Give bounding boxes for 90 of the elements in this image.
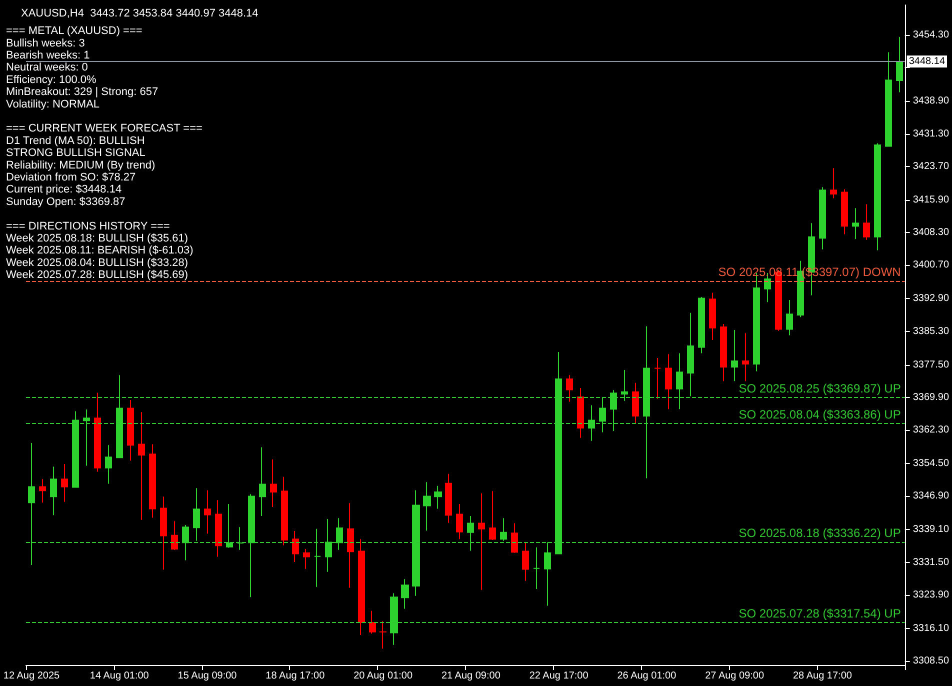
candlestick <box>533 546 540 590</box>
candlestick <box>830 168 837 199</box>
y-tick-label: 3339.10 <box>912 524 950 536</box>
candlestick <box>489 490 496 541</box>
candlestick <box>852 208 859 240</box>
y-tick-label: 3369.90 <box>912 392 950 403</box>
candlestick <box>720 324 727 382</box>
y-tick-label: 3316.10 <box>912 623 950 634</box>
candlestick <box>445 473 452 524</box>
ref-line-label: SO 2025.08.04 ($3363.86) UP <box>738 407 901 422</box>
candlestick <box>171 520 178 550</box>
candlestick <box>478 492 485 590</box>
candlestick <box>709 292 716 340</box>
candlestick <box>105 444 112 484</box>
candlestick <box>819 186 826 250</box>
x-tick-label: 14 Aug 01:00 <box>90 670 150 682</box>
y-tick-label: 3308.50 <box>912 656 950 667</box>
candlestick <box>138 412 145 520</box>
candlestick <box>292 530 299 562</box>
y-tick-label: 3438.90 <box>912 96 950 107</box>
candlestick <box>270 458 277 508</box>
x-tick-label: 28 Aug 17:00 <box>792 670 852 682</box>
y-tick-label: 3415.90 <box>912 194 950 206</box>
y-tick-label: 3400.70 <box>912 260 950 271</box>
candlestick <box>149 444 156 518</box>
x-tick-label: 15 Aug 09:00 <box>178 670 238 682</box>
y-tick-label: 3362.30 <box>912 424 950 436</box>
candlestick <box>456 503 463 540</box>
candlestick <box>434 485 442 510</box>
y-tick-label: 3392.90 <box>912 293 950 304</box>
candlestick <box>742 332 749 382</box>
candlestick <box>786 300 793 336</box>
candlestick <box>61 464 68 502</box>
x-tick-label: 22 Aug 17:00 <box>529 670 589 682</box>
y-tick-label: 3331.50 <box>912 556 950 568</box>
candlestick <box>896 36 903 93</box>
ref-line-label: SO 2025.08.25 ($3369.87) UP <box>738 382 901 396</box>
candlestick <box>522 542 529 582</box>
candlestick <box>885 52 892 147</box>
candlestick <box>665 354 672 410</box>
candlestick <box>347 502 354 588</box>
candlestick <box>215 500 222 558</box>
x-tick-label: 21 Aug 09:00 <box>441 670 501 682</box>
ref-line-label: SO 2025.08.18 ($3336.22) UP <box>738 526 901 540</box>
candlestick <box>797 260 804 318</box>
candlestick <box>401 578 409 610</box>
candlestick <box>731 330 738 382</box>
candlestick <box>259 446 266 516</box>
candlestick <box>281 476 288 546</box>
candlestick <box>863 204 870 240</box>
candlestick <box>511 522 518 554</box>
candlestick <box>204 490 211 534</box>
candlestick <box>379 620 387 650</box>
candlestick <box>698 296 705 354</box>
candlestick <box>50 466 57 516</box>
candlestick <box>632 382 639 424</box>
candlestick <box>127 400 134 462</box>
candlestick <box>687 312 694 397</box>
x-tick-label: 12 Aug 2025 <box>3 670 60 682</box>
candlestick <box>841 188 848 235</box>
candlestick <box>39 478 46 504</box>
y-tick-label: 3431.30 <box>912 128 950 140</box>
x-tick-label: 18 Aug 17:00 <box>266 670 326 682</box>
candlestick <box>369 610 376 634</box>
annotation: === CURRENT WEEK FORECAST === D1 Trend (MA 50): BULLISH STRONG BULLISH SIGNAL Reliability: MEDIUM (By trend) Deviation from SO: $78.27 Current price: $3448.14 Sunday Open: $3369.87 <box>6 122 202 208</box>
candlestick <box>358 538 365 636</box>
candlestick <box>874 142 881 251</box>
y-tick-label: 3346.90 <box>912 490 950 502</box>
x-tick-label: 26 Aug 01:00 <box>617 670 677 682</box>
candlestick <box>94 392 101 472</box>
candlestick <box>423 482 431 532</box>
candlestick <box>577 388 584 438</box>
x-tick-label: 27 Aug 09:00 <box>705 670 764 682</box>
y-tick-label: 3454.30 <box>912 30 950 41</box>
ref-line-label: SO 2025.07.28 ($3317.54) UP <box>738 606 901 620</box>
candlestick <box>654 357 661 400</box>
y-tick-label: 3377.50 <box>912 359 950 370</box>
x-tick-label: 20 Aug 01:00 <box>354 670 413 682</box>
y-tick-label: 3354.50 <box>912 458 950 470</box>
y-tick-label: 3423.70 <box>912 160 950 172</box>
ref-line-label: 3448.14 <box>908 56 946 68</box>
candlestick <box>303 548 310 570</box>
annotation: === METAL (XAUUSD) === Bullish weeks: 3 Bearish weeks: 1 Neutral weeks: 0 Efficiency: 100.0% MinBreakout: 329 | Strong: 657 Volatility: NORMAL <box>6 25 158 110</box>
candlestick <box>566 374 573 402</box>
y-tick-label: 3323.90 <box>912 590 950 601</box>
y-tick-label: 3385.30 <box>912 326 950 337</box>
y-tick-label: 3408.30 <box>912 227 950 238</box>
annotation: === DIRECTIONS HISTORY === Week 2025.08.18: BULLISH ($35.61) Week 2025.08.11: BEARISH ($-61.03) Week 2025.08.04: BULLISH ($33.28) Week 2025.07.28: BULLISH ($45.69) <box>6 220 194 282</box>
candlestick <box>160 496 167 570</box>
chart-title: XAUUSD,H4 3443.72 3453.84 3440.97 3448.14 <box>21 8 258 20</box>
